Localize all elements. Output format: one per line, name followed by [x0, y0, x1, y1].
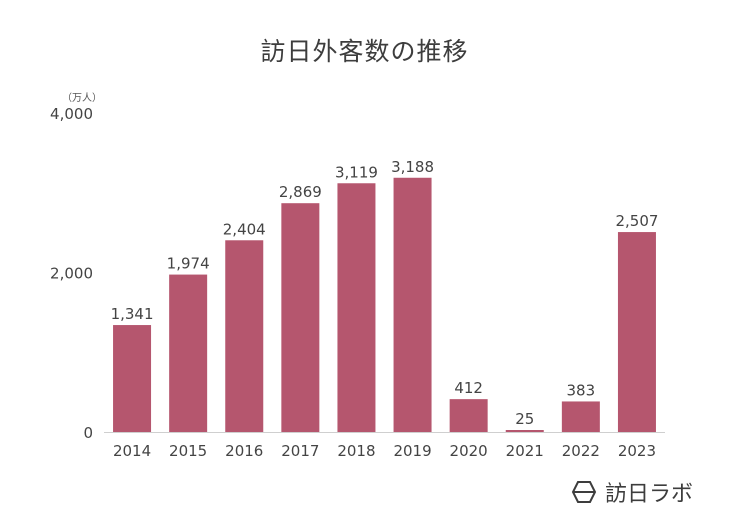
- bar-2014: [113, 325, 152, 432]
- x-tick-label-2022: 2022: [562, 442, 600, 460]
- value-label-2022: 383: [567, 381, 596, 399]
- x-tick-label-2020: 2020: [450, 442, 488, 460]
- value-label-2018: 3,119: [335, 163, 378, 181]
- x-tick-label-2016: 2016: [225, 442, 263, 460]
- x-tick-label-2014: 2014: [113, 442, 151, 460]
- value-label-2023: 2,507: [615, 212, 658, 230]
- bar-2019: [393, 177, 432, 432]
- brand-name: 訪日ラボ: [604, 482, 693, 507]
- value-label-2014: 1,341: [111, 305, 154, 323]
- x-tick-label-2023: 2023: [618, 442, 656, 460]
- y-axis-unit-label: （万人）: [62, 93, 102, 104]
- y-tick-label: 2,000: [50, 265, 93, 283]
- x-tick-label-2018: 2018: [337, 442, 375, 460]
- hexagon-logo-icon: [571, 481, 597, 503]
- chart-title: 訪日外客数の推移: [260, 37, 469, 66]
- x-tick-label-2017: 2017: [281, 442, 319, 460]
- bar-2023: [617, 232, 656, 432]
- value-label-2017: 2,869: [279, 183, 322, 201]
- bar-2015: [169, 274, 208, 432]
- value-label-2020: 412: [454, 379, 483, 397]
- bar-2018: [337, 183, 376, 432]
- value-label-2015: 1,974: [167, 255, 210, 273]
- x-tick-label-2015: 2015: [169, 442, 207, 460]
- bar-2016: [225, 240, 264, 432]
- y-tick-label: 0: [83, 424, 93, 442]
- y-tick-label: 4,000: [50, 105, 93, 123]
- bar-2021: [505, 430, 544, 432]
- brand-logo: 訪日ラボ: [571, 476, 693, 508]
- bar-2020: [449, 399, 488, 432]
- value-label-2021: 25: [515, 410, 534, 428]
- bar-2017: [281, 203, 320, 432]
- x-tick-label-2021: 2021: [506, 442, 544, 460]
- x-tick-label-2019: 2019: [393, 442, 431, 460]
- value-label-2019: 3,188: [391, 158, 434, 176]
- value-label-2016: 2,404: [223, 220, 266, 238]
- bar-2022: [561, 401, 600, 432]
